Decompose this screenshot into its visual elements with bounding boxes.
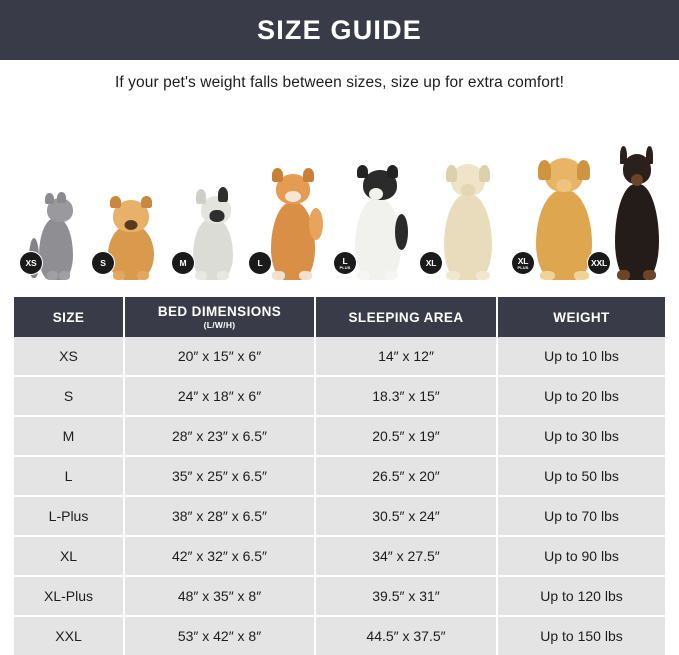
cell-weight: Up to 90 lbs	[497, 536, 665, 577]
cell-size: XS	[14, 337, 125, 377]
cell-weight: Up to 10 lbs	[497, 337, 665, 377]
cell-size: XXL	[14, 616, 125, 655]
border-collie-icon	[339, 154, 417, 280]
page-title: SIZE GUIDE	[256, 14, 423, 45]
column-header-label: BED DIMENSIONS	[157, 304, 282, 319]
badge-label: XL	[517, 255, 529, 266]
shiba-inu-icon	[255, 158, 331, 280]
badge-sublabel: PLUS	[517, 264, 529, 270]
labrador-icon	[428, 150, 508, 280]
pet-figure-l-plus: L PLUS	[332, 140, 424, 280]
size-badge-xs: XS	[20, 252, 42, 274]
badge-label: L	[257, 257, 263, 268]
size-badge-xl: XL	[420, 252, 442, 274]
column-header-label: SIZE	[52, 309, 85, 325]
badge-label: XS	[25, 257, 37, 268]
cell-weight: Up to 30 lbs	[497, 416, 665, 457]
golden-retriever-icon	[520, 146, 608, 280]
size-badge-s: S	[92, 252, 114, 274]
cell-weight: Up to 20 lbs	[497, 376, 665, 417]
column-header-bed-dimensions: BED DIMENSIONS (L/W/H)	[124, 297, 316, 337]
badge-label: S	[100, 257, 106, 268]
table-header-row: SIZE BED DIMENSIONS (L/W/H) SLEEPING ARE…	[14, 297, 665, 337]
cell-sleeping-area: 26.5″ x 20″	[315, 456, 498, 497]
badge-label: M	[179, 257, 187, 268]
size-badge-xl-plus: XL PLUS	[512, 252, 534, 274]
pet-figure-xl: XL	[420, 136, 516, 280]
table-row: L 35″ x 25″ x 6.5″ 26.5″ x 20″ Up to 50 …	[14, 456, 665, 497]
pet-figure-s: S	[92, 165, 170, 280]
cell-size: XL	[14, 536, 125, 577]
badge-label: XL	[425, 257, 437, 268]
doberman-icon	[600, 142, 674, 280]
size-badge-m: M	[172, 252, 194, 274]
pet-illustration-strip: XS S M	[0, 138, 679, 280]
pet-figure-xxl: XXL	[588, 128, 678, 280]
cell-bed-dimensions: 24″ x 18″ x 6″	[124, 376, 316, 417]
column-header-sublabel: (L/W/H)	[203, 320, 236, 330]
cell-bed-dimensions: 35″ x 25″ x 6.5″	[124, 456, 316, 497]
badge-label: L	[342, 255, 348, 266]
cell-bed-dimensions: 48″ x 35″ x 8″	[124, 576, 316, 617]
cell-sleeping-area: 34″ x 27.5″	[315, 536, 498, 577]
cell-weight: Up to 70 lbs	[497, 496, 665, 537]
cell-sleeping-area: 44.5″ x 37.5″	[315, 616, 498, 655]
table-row: S 24″ x 18″ x 6″ 18.3″ x 15″ Up to 20 lb…	[14, 376, 665, 417]
cell-bed-dimensions: 28″ x 23″ x 6.5″	[124, 416, 316, 457]
column-header-label: SLEEPING AREA	[348, 309, 464, 325]
pet-figure-xs: XS	[18, 170, 94, 280]
french-bulldog-icon	[179, 178, 247, 280]
table-row: XL-Plus 48″ x 35″ x 8″ 39.5″ x 31″ Up to…	[14, 576, 665, 617]
size-guide-table: SIZE BED DIMENSIONS (L/W/H) SLEEPING ARE…	[14, 297, 665, 655]
table-row: XL 42″ x 32″ x 6.5″ 34″ x 27.5″ Up to 90…	[14, 536, 665, 577]
cell-size: L	[14, 456, 125, 497]
cell-sleeping-area: 39.5″ x 31″	[315, 576, 498, 617]
cell-size: L-Plus	[14, 496, 125, 537]
table-row: XS 20″ x 15″ x 6″ 14″ x 12″ Up to 10 lbs	[14, 337, 665, 377]
cell-sleeping-area: 30.5″ x 24″	[315, 496, 498, 537]
column-header-size: SIZE	[14, 297, 125, 337]
pet-figure-m: M	[172, 160, 254, 280]
table-row: M 28″ x 23″ x 6.5″ 20.5″ x 19″ Up to 30 …	[14, 416, 665, 457]
cell-weight: Up to 150 lbs	[497, 616, 665, 655]
cell-sleeping-area: 14″ x 12″	[315, 337, 498, 377]
size-badge-l: L	[249, 252, 271, 274]
pet-figure-xl-plus: XL PLUS	[512, 132, 616, 280]
cell-weight: Up to 120 lbs	[497, 576, 665, 617]
cell-sleeping-area: 18.3″ x 15″	[315, 376, 498, 417]
column-header-weight: WEIGHT	[497, 297, 665, 337]
size-badge-xxl: XXL	[588, 252, 610, 274]
cell-size: M	[14, 416, 125, 457]
cell-size: S	[14, 376, 125, 417]
cell-size: XL-Plus	[14, 576, 125, 617]
column-header-sleeping-area: SLEEPING AREA	[315, 297, 498, 337]
column-header-label: WEIGHT	[553, 309, 610, 325]
subtitle-text: If your pet's weight falls between sizes…	[114, 74, 565, 91]
table-row: L-Plus 38″ x 28″ x 6.5″ 30.5″ x 24″ Up t…	[14, 496, 665, 537]
table-row: XXL 53″ x 42″ x 8″ 44.5″ x 37.5″ Up to 1…	[14, 616, 665, 655]
badge-sublabel: PLUS	[339, 264, 351, 270]
cell-bed-dimensions: 42″ x 32″ x 6.5″	[124, 536, 316, 577]
pomeranian-icon	[97, 184, 165, 280]
size-badge-l-plus: L PLUS	[334, 252, 356, 274]
title-bar: SIZE GUIDE	[0, 0, 679, 60]
table-header: SIZE BED DIMENSIONS (L/W/H) SLEEPING ARE…	[14, 297, 665, 337]
cell-bed-dimensions: 38″ x 28″ x 6.5″	[124, 496, 316, 537]
cell-bed-dimensions: 53″ x 42″ x 8″	[124, 616, 316, 655]
cell-sleeping-area: 20.5″ x 19″	[315, 416, 498, 457]
cell-weight: Up to 50 lbs	[497, 456, 665, 497]
cell-bed-dimensions: 20″ x 15″ x 6″	[124, 337, 316, 377]
table-body: XS 20″ x 15″ x 6″ 14″ x 12″ Up to 10 lbs…	[14, 337, 665, 655]
badge-label: XXL	[591, 257, 607, 268]
pet-figure-l: L	[248, 144, 338, 280]
